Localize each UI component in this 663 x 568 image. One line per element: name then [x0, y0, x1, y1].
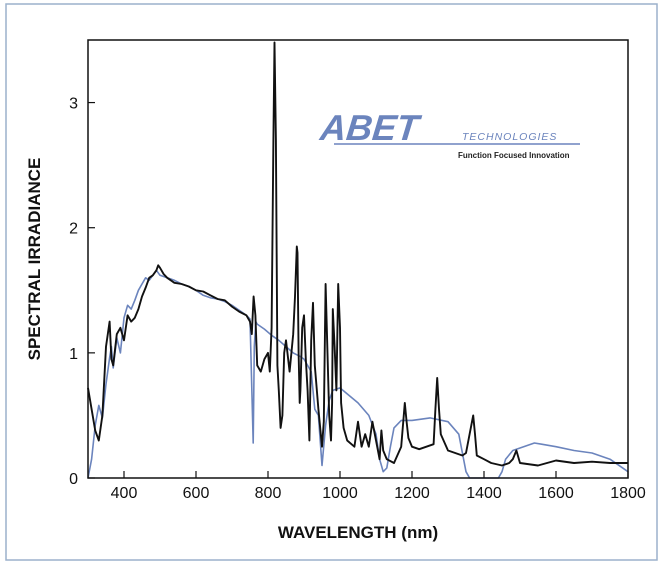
x-axis-label: WAVELENGTH (nm): [278, 523, 438, 542]
plot-area-border: [87, 39, 629, 479]
y-tick-label: 2: [69, 221, 78, 238]
x-tick-label: 1200: [394, 485, 430, 502]
tick-layer: 400 600 800 1000 1200 1400 1600 1800 0 1 2 3: [69, 96, 646, 502]
logo-brand: ABET: [317, 107, 423, 148]
x-tick-label: 1000: [322, 485, 358, 502]
y-tick-label: 0: [69, 471, 78, 488]
x-tick-label: 600: [183, 485, 210, 502]
x-tick-label: 800: [255, 485, 282, 502]
abet-logo: ABET TECHNOLOGIES Function Focused Innov…: [317, 107, 580, 160]
logo-tagline: Function Focused Innovation: [458, 151, 570, 160]
x-tick-label: 400: [111, 485, 138, 502]
y-tick-label: 1: [69, 346, 78, 363]
x-tick-label: 1600: [538, 485, 574, 502]
x-tick-label: 1400: [466, 485, 502, 502]
figure-border: [5, 3, 658, 561]
x-tick-label: 1800: [610, 485, 646, 502]
y-axis-label: SPECTRAL IRRADIANCE: [25, 158, 44, 361]
series-line-2: [87, 41, 628, 467]
logo-suffix: TECHNOLOGIES: [462, 131, 557, 143]
y-tick-label: 3: [69, 96, 78, 113]
